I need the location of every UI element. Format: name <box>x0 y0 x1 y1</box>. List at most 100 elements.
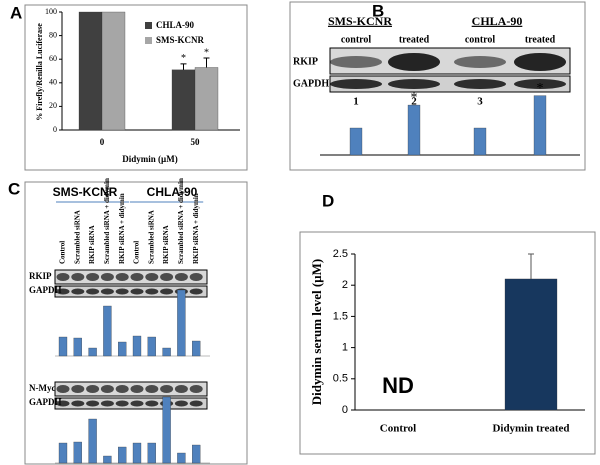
blot-band <box>160 385 174 393</box>
blot-band <box>330 56 382 68</box>
blot-band <box>388 79 440 89</box>
blot-band <box>56 273 70 281</box>
y-tick-label: 0 <box>53 125 57 134</box>
annotation: * <box>181 53 186 64</box>
blot-band <box>145 400 159 407</box>
lane-label: RKIP siRNA + didymin <box>192 193 200 264</box>
blot-band <box>115 273 129 281</box>
bar <box>473 127 487 156</box>
blot-label: RKIP <box>29 271 52 281</box>
legend-swatch <box>145 37 152 44</box>
blot-band <box>100 288 114 295</box>
blot-band <box>130 385 144 393</box>
lane-label: control <box>341 34 372 45</box>
lane-label: Scrambled siRNA <box>147 210 155 264</box>
blot-band <box>330 79 382 89</box>
annotation: ND <box>382 373 414 398</box>
bar <box>58 442 68 464</box>
y-axis-label: % Firefly/Renilla Luciferase <box>35 23 44 121</box>
bar <box>147 442 156 464</box>
blot-band <box>145 288 159 295</box>
lane-label: treated <box>399 34 430 45</box>
blot-band <box>189 400 203 407</box>
error-bar <box>180 63 187 70</box>
y-tick-label: 40 <box>49 78 57 87</box>
blot-label: RKIP <box>293 56 318 67</box>
bar <box>73 441 82 464</box>
blot-band <box>189 385 203 393</box>
bar <box>177 452 186 464</box>
lane-label: Control <box>133 241 141 264</box>
y-tick-label: 2 <box>342 279 348 291</box>
blot-band <box>454 79 506 89</box>
blot-band <box>174 400 188 407</box>
group-label: CHLA-90 <box>147 185 198 199</box>
lane-label: Scrambled siRNA <box>73 210 81 264</box>
x-axis-label: Didymin (µM) <box>122 154 177 164</box>
blot-band <box>145 273 159 281</box>
blot-band <box>130 400 144 407</box>
y-tick-label: 1.5 <box>333 310 348 322</box>
blot-band <box>174 273 188 281</box>
blot-label: N-Myc <box>29 383 56 393</box>
panel-d-frame <box>299 231 596 455</box>
y-tick-label: 80 <box>49 30 57 39</box>
bar <box>504 278 558 411</box>
lane-label: Scrambled siRNA + didymin <box>177 178 185 264</box>
panel-label: C <box>8 179 20 198</box>
blot-band <box>71 288 85 295</box>
x-tick-label: 0 <box>100 137 105 147</box>
bar <box>192 340 201 357</box>
lane-number: 2 <box>411 96 417 108</box>
lane-label: Control <box>59 241 67 264</box>
blot-band <box>514 79 566 89</box>
y-tick-label: 2.5 <box>333 248 348 260</box>
group-label: SMS-KCNR <box>53 185 118 199</box>
panel-a-frame <box>24 4 248 171</box>
blot-band <box>454 56 506 68</box>
bar <box>162 347 171 357</box>
bar <box>103 305 112 357</box>
y-tick-label: 0 <box>342 404 348 416</box>
bar <box>103 455 112 464</box>
x-tick-label: Didymin treated <box>492 423 569 435</box>
lane-label: RKIP siRNA <box>88 225 96 264</box>
blot-band <box>100 385 114 393</box>
bar <box>407 104 421 156</box>
legend-swatch <box>145 22 152 29</box>
blot-band <box>100 400 114 407</box>
bar <box>118 446 127 464</box>
blot-band <box>56 385 70 393</box>
blot-band <box>189 288 203 295</box>
lane-label: RKIP siRNA + didymin <box>118 193 126 264</box>
x-tick-label: 50 <box>191 137 201 147</box>
lane-label: RKIP siRNA <box>162 225 170 264</box>
blot-band <box>56 400 70 407</box>
blot-band <box>388 53 440 71</box>
blot-band <box>86 400 100 407</box>
bar <box>78 11 103 131</box>
bar <box>192 444 201 464</box>
y-axis-label: Didymin serum level (µM) <box>309 259 324 406</box>
blot-band <box>86 273 100 281</box>
bar <box>171 69 196 131</box>
blot-band <box>160 288 174 295</box>
blot-band <box>86 288 100 295</box>
blot-band <box>160 273 174 281</box>
blot-band <box>115 400 129 407</box>
blot-band <box>174 385 188 393</box>
blot-band <box>56 288 70 295</box>
bar <box>162 396 171 464</box>
blot-band <box>71 273 85 281</box>
lane-number: 1 <box>353 96 359 108</box>
bar <box>88 418 97 464</box>
bar <box>88 347 97 357</box>
bar <box>533 95 547 156</box>
blot-band <box>115 288 129 295</box>
bar <box>58 336 68 357</box>
lane-label: Scrambled siRNA + didymin <box>103 178 111 264</box>
group-label: CHLA-90 <box>472 14 523 28</box>
bar <box>132 335 142 357</box>
blot-band <box>189 273 203 281</box>
